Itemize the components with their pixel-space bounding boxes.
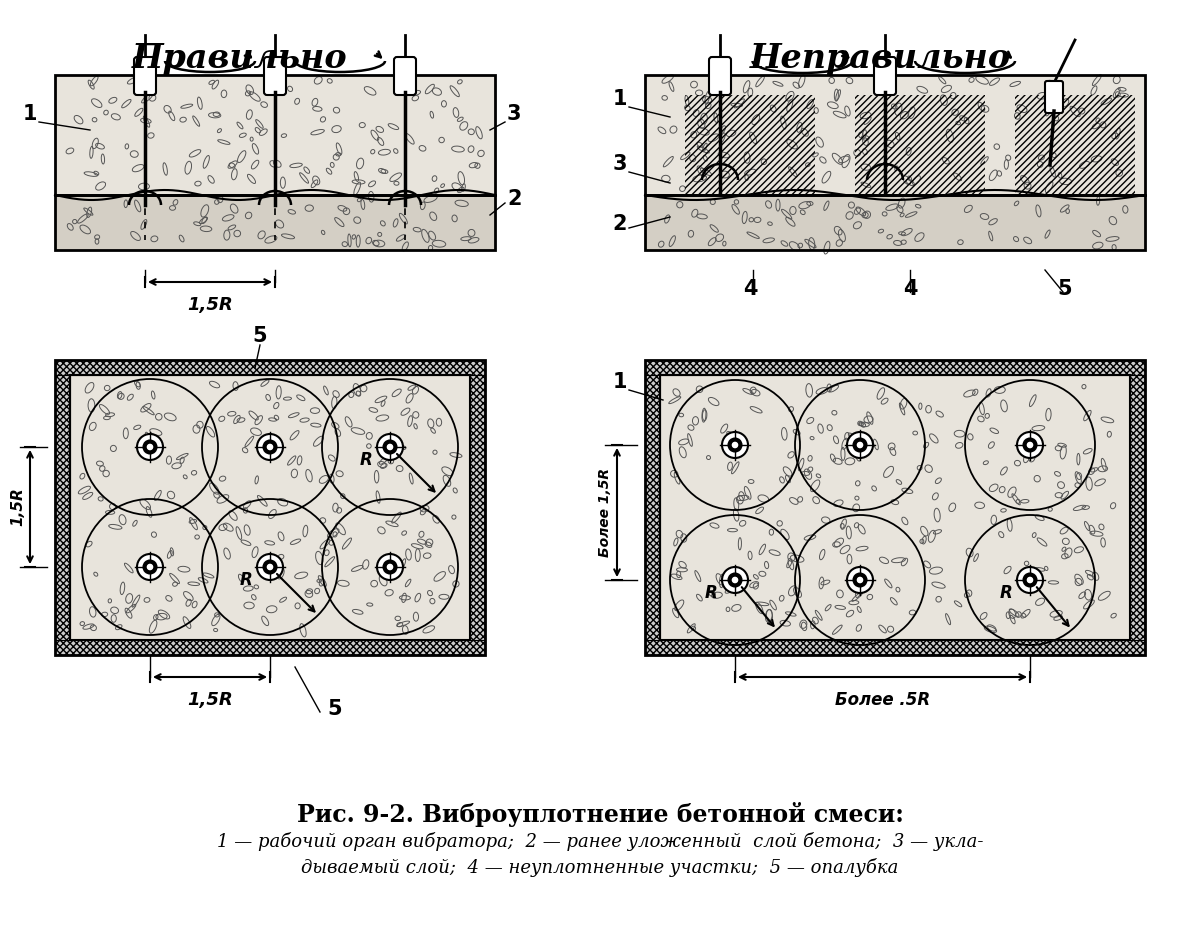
Circle shape — [1024, 574, 1037, 587]
Text: 1: 1 — [612, 89, 628, 109]
Circle shape — [728, 574, 742, 587]
Bar — [685, 95, 815, 195]
Circle shape — [728, 439, 742, 452]
Circle shape — [144, 561, 156, 574]
Text: 3: 3 — [508, 104, 522, 124]
Bar — [646, 195, 1145, 250]
Circle shape — [144, 440, 156, 454]
Circle shape — [384, 440, 396, 454]
Bar — [646, 75, 1145, 195]
Circle shape — [1024, 439, 1037, 452]
Circle shape — [1018, 567, 1043, 593]
Bar — [55, 195, 496, 250]
Bar — [646, 640, 1145, 655]
Text: 3: 3 — [612, 154, 628, 174]
Circle shape — [264, 440, 276, 454]
Circle shape — [732, 442, 738, 448]
Bar — [646, 195, 1145, 250]
Bar — [660, 375, 1130, 640]
Text: 5: 5 — [253, 326, 268, 346]
Text: 5: 5 — [328, 699, 342, 719]
Circle shape — [268, 444, 272, 450]
Circle shape — [857, 577, 863, 582]
Circle shape — [1027, 577, 1032, 582]
Text: 4: 4 — [743, 279, 757, 299]
Text: 1,5R: 1,5R — [187, 691, 233, 709]
Circle shape — [853, 439, 866, 452]
Text: R: R — [704, 584, 718, 602]
Bar — [70, 375, 470, 640]
Circle shape — [148, 444, 152, 450]
Bar — [646, 360, 1145, 375]
Bar — [55, 75, 496, 195]
Bar — [646, 75, 1145, 195]
Text: R: R — [359, 451, 372, 469]
FancyBboxPatch shape — [134, 57, 156, 95]
Bar — [854, 95, 985, 195]
Text: 2: 2 — [508, 189, 522, 209]
Bar — [55, 360, 485, 375]
Bar — [55, 195, 496, 250]
Bar — [470, 375, 485, 640]
Circle shape — [722, 432, 748, 458]
Bar — [660, 375, 1130, 640]
Text: 1,5R: 1,5R — [10, 487, 25, 527]
Circle shape — [264, 561, 276, 574]
Bar — [1130, 375, 1145, 640]
Text: 1,5R: 1,5R — [187, 296, 233, 314]
Circle shape — [388, 444, 392, 450]
Bar — [1015, 95, 1135, 195]
Text: 1: 1 — [612, 372, 628, 392]
Text: R: R — [1000, 584, 1012, 602]
Text: 4: 4 — [902, 279, 917, 299]
Circle shape — [847, 432, 874, 458]
Bar — [70, 375, 470, 640]
Circle shape — [1027, 442, 1032, 448]
FancyBboxPatch shape — [394, 57, 416, 95]
Text: 1 — рабочий орган вибратора;  2 — ранее уложенный  слой бетона;  3 — укла-: 1 — рабочий орган вибратора; 2 — ранее у… — [217, 832, 983, 851]
Text: 1: 1 — [23, 104, 37, 124]
Circle shape — [857, 442, 863, 448]
FancyBboxPatch shape — [1045, 81, 1063, 113]
Text: R: R — [239, 571, 252, 589]
Bar — [55, 640, 485, 655]
Text: Более .5R: Более .5R — [835, 691, 930, 709]
Circle shape — [257, 434, 283, 460]
FancyBboxPatch shape — [874, 57, 896, 95]
Bar — [646, 360, 1145, 655]
FancyBboxPatch shape — [264, 57, 286, 95]
Text: 5: 5 — [1057, 279, 1073, 299]
Circle shape — [257, 554, 283, 580]
Circle shape — [377, 554, 403, 580]
FancyBboxPatch shape — [709, 57, 731, 95]
Text: Правильно: Правильно — [132, 42, 348, 75]
Circle shape — [732, 577, 738, 582]
Circle shape — [388, 564, 392, 570]
Circle shape — [1018, 432, 1043, 458]
Bar — [646, 375, 660, 640]
Circle shape — [853, 574, 866, 587]
Circle shape — [137, 434, 163, 460]
Bar — [55, 360, 485, 655]
Bar — [55, 375, 70, 640]
Circle shape — [722, 567, 748, 593]
Text: Более 1,5R: Более 1,5R — [598, 468, 612, 557]
Circle shape — [377, 434, 403, 460]
Text: 2: 2 — [612, 214, 628, 234]
Bar — [55, 75, 496, 195]
Text: дываемый слой;  4 — неуплотненные участки;  5 — опалубка: дываемый слой; 4 — неуплотненные участки… — [301, 858, 899, 877]
Text: Неправильно: Неправильно — [750, 42, 1010, 75]
Circle shape — [847, 567, 874, 593]
Circle shape — [137, 554, 163, 580]
Text: Рис. 9-2. Виброуплотнение бетонной смеси:: Рис. 9-2. Виброуплотнение бетонной смеси… — [296, 802, 904, 827]
Circle shape — [268, 564, 272, 570]
Circle shape — [384, 561, 396, 574]
Circle shape — [148, 564, 152, 570]
